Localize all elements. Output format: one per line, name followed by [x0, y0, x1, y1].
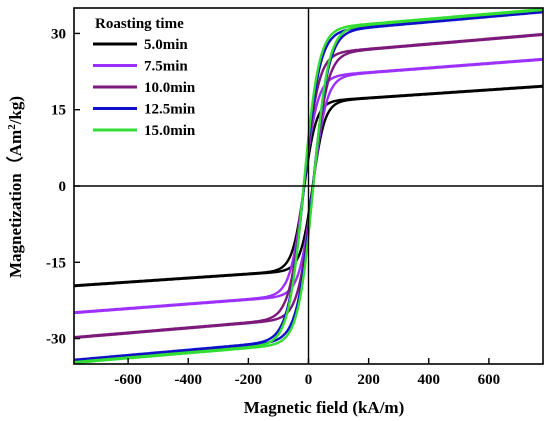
x-tick-label: 600	[478, 372, 501, 388]
y-tick-label: -30	[46, 332, 66, 348]
legend: Roasting time 5.0min 7.5min 10.0min 12.5min 1…	[93, 16, 196, 139]
y-axis-label-sup: 2	[6, 124, 18, 130]
x-tick-label: 0	[305, 372, 313, 388]
legend-label: 5.0min	[144, 37, 188, 53]
legend-label: 15.0min	[144, 123, 196, 139]
legend-title: Roasting time	[95, 16, 184, 32]
x-tick-label: -400	[174, 372, 202, 388]
y-axis-label: Magnetization（Am2/kg)	[5, 96, 25, 278]
x-tick-label: 200	[357, 372, 380, 388]
zero-lines	[74, 8, 543, 364]
y-tick-label: 15	[51, 103, 66, 119]
ticks-group: -600 -400 -200 0 200 400 600 -30 -15 0 15 30	[46, 26, 500, 388]
x-tick-label: 400	[418, 372, 441, 388]
x-axis-label: Magnetic field (kA/m)	[244, 398, 405, 417]
legend-label: 12.5min	[144, 102, 196, 118]
y-tick-label: 30	[51, 26, 66, 42]
y-axis-label-main: Magnetization（Am	[5, 130, 25, 278]
legend-label: 7.5min	[144, 59, 188, 75]
y-tick-label: 0	[59, 179, 67, 195]
y-axis-label-tail: /kg)	[6, 96, 25, 125]
x-tick-label: -200	[235, 372, 263, 388]
y-tick-label: -15	[46, 255, 66, 271]
legend-label: 10.0min	[144, 80, 196, 96]
x-tick-label: -600	[114, 372, 142, 388]
